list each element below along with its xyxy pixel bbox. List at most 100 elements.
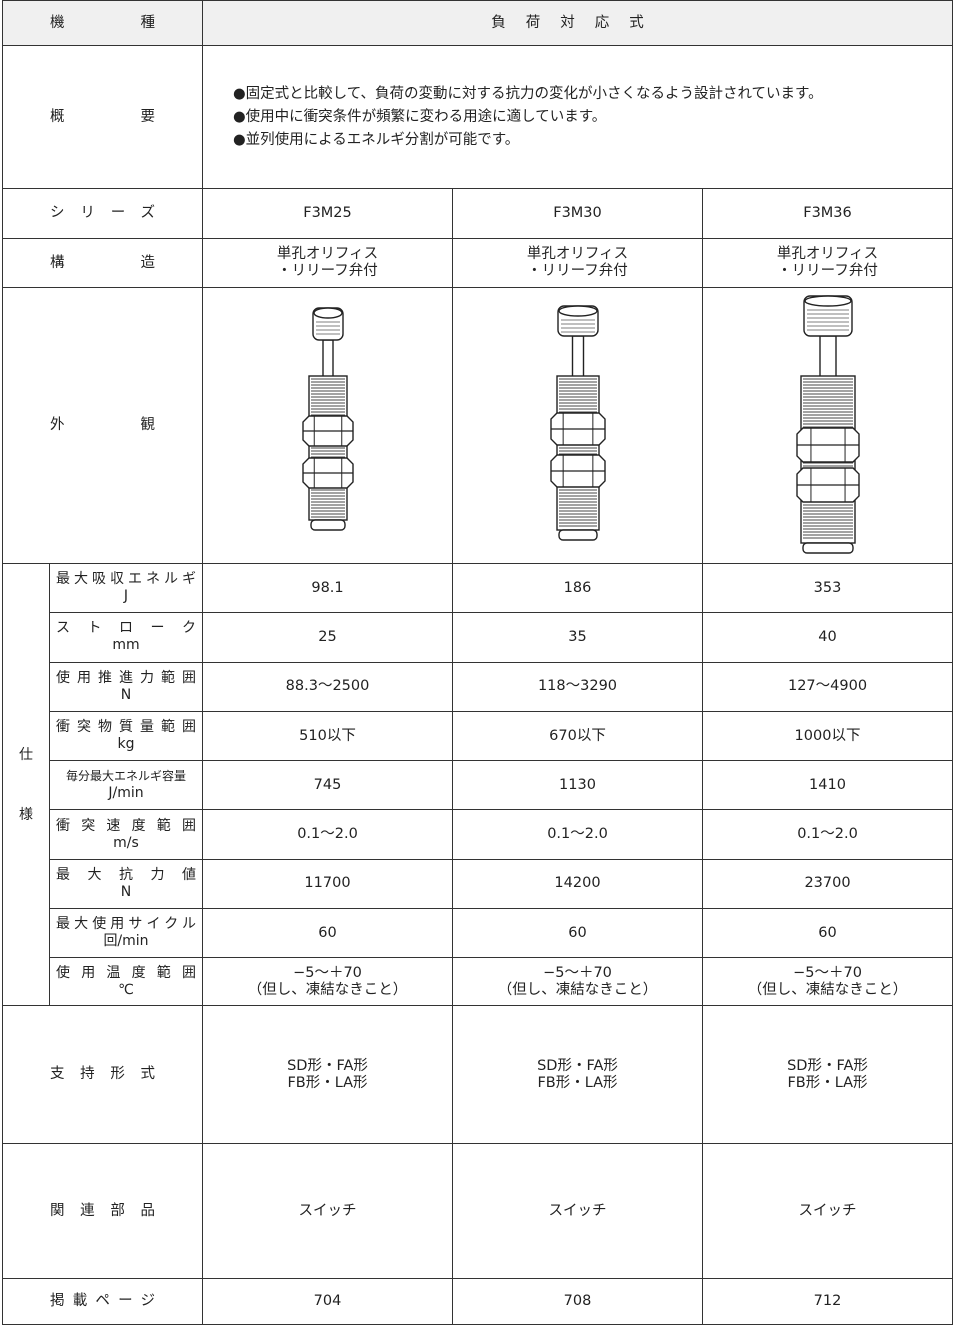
value-text: 60 [318,924,337,941]
value-cell: 単孔オリフィス ・リリーフ弁付 [701,238,954,288]
value-line: （但し、凍結なきこと） [747,981,908,998]
spec-name: 衝突物質量範囲 [56,719,196,736]
row-label: 機種 [2,0,203,46]
spec-name: 毎分最大エネルギ容量 [65,769,186,784]
shock-absorber-drawing [796,295,860,554]
label-text: 外観 [50,417,155,433]
drawing-part [322,339,334,381]
spec-name: ストローク [56,620,196,637]
value-cell: F3M25 [202,188,453,239]
spec-label: 使用温度範囲 ℃ [49,957,203,1007]
value-cell: 0.1〜2.0 [452,809,703,860]
value-cell: 708 [452,1278,703,1325]
label-text: シリーズ [50,205,155,221]
value-line: ・リリーフ弁付 [277,263,378,279]
table-row: 支持形式 SD形・FA形 FB形・LA形 SD形・FA形 FB形・LA形 SD形・FA形 F… [2,1005,954,1145]
appearance-cell [452,287,703,564]
value-text: 0.1〜2.0 [547,826,608,843]
drawing-part [571,335,585,381]
value-line: 単孔オリフィス [776,246,879,262]
value-text: 0.1〜2.0 [797,826,858,843]
value-text: スイッチ [548,1202,607,1219]
spec-name: 最大使用サイクル [56,916,196,933]
value-cell: 23700 [701,858,954,910]
spec-label: ストローク mm [49,612,203,663]
spec-group: 仕様 [2,562,50,1007]
value-text: 60 [568,924,587,941]
drawing-part [819,335,837,381]
drawing-part [310,519,346,531]
value-line: FB形・LA形 [787,1074,868,1091]
table-row: 使用推進力範囲 N 88.3〜2500 118〜3290 127〜4900 [3,661,954,712]
value-cell: 0.1〜2.0 [701,809,954,860]
value-line: ・リリーフ弁付 [777,263,878,279]
spec-unit: J [123,588,129,605]
table-row: 外観 [2,287,954,564]
value-cell: SD形・FA形 FB形・LA形 [202,1005,453,1145]
table-row: 最大使用サイクル 回/min 60 60 60 [3,908,954,959]
value-cell: 712 [701,1278,954,1325]
drawing-part [313,307,343,319]
value-cell: 40 [701,612,954,663]
spec-name: 使用推進力範囲 [56,669,196,686]
header-text: 負荷対応式 [491,14,664,31]
spec-label: 最大抗力値 N [49,858,203,910]
value-text: 127〜4900 [787,678,868,695]
value-cell: 単孔オリフィス ・リリーフ弁付 [452,238,703,288]
value-line: （但し、凍結なきこと） [247,981,408,998]
value-text: 23700 [804,875,851,892]
value-cell: 0.1〜2.0 [202,809,453,860]
value-text: 1000以下 [794,727,861,744]
drawing-part [804,295,852,307]
value-text: 712 [813,1293,842,1310]
spec-unit: kg [117,736,135,753]
value-line: FB形・LA形 [537,1074,618,1091]
value-cell: スイッチ [452,1143,703,1280]
row-label: 外観 [2,287,203,564]
value-cell: 704 [202,1278,453,1325]
spec-label: 最大使用サイクル 回/min [49,908,203,959]
table-row: 関連部品 スイッチ スイッチ スイッチ [2,1143,954,1280]
value-cell: 353 [701,562,954,614]
value-text: 118〜3290 [537,678,618,695]
value-cell: 11700 [202,858,453,910]
value-cell: F3M30 [452,188,703,239]
overview-cell: ●固定式と比較して、負荷の変動に対する抗力の変化が小さくなるよう設計されています… [201,45,954,189]
value-text: F3M25 [303,205,352,221]
value-line: 単孔オリフィス [276,246,379,262]
label-text: 機種 [50,14,155,31]
value-text: F3M30 [553,205,602,221]
value-text: 670以下 [549,727,606,744]
value-text: 35 [568,628,587,645]
spec-unit: J/min [108,785,144,802]
value-cell: −5〜＋70 （但し、凍結なきこと） [452,957,703,1007]
drawing-part [556,375,600,531]
shock-absorber-drawing [302,307,354,531]
table-row: 最大抗力値 N 11700 14200 23700 [3,858,954,910]
drawing-part [802,542,854,554]
value-cell: 186 [452,562,703,614]
value-text: 186 [563,579,592,596]
spec-unit: N [120,686,132,703]
value-text: F3M36 [803,205,852,221]
value-cell: F3M36 [701,188,954,239]
value-cell: スイッチ [202,1143,453,1280]
row-label: 掲載ページ [2,1278,203,1325]
value-cell: 35 [452,612,703,663]
value-cell: 1000以下 [701,710,954,762]
value-text: 98.1 [311,579,344,596]
table-row: 掲載ページ 704 708 712 [2,1278,954,1325]
value-cell: −5〜＋70 （但し、凍結なきこと） [701,957,954,1007]
value-line: SD形・FA形 [787,1057,868,1074]
spec-unit: ℃ [118,981,134,998]
value-cell: SD形・FA形 FB形・LA形 [701,1005,954,1145]
value-cell: 60 [701,908,954,959]
row-label: シリーズ [2,188,203,239]
spec-label: 毎分最大エネルギ容量 J/min [49,760,203,811]
value-text: 88.3〜2500 [285,678,370,695]
value-cell: 118〜3290 [452,661,703,712]
value-text: スイッチ [798,1202,857,1219]
row-label: 関連部品 [2,1143,203,1280]
value-cell: 25 [202,612,453,663]
